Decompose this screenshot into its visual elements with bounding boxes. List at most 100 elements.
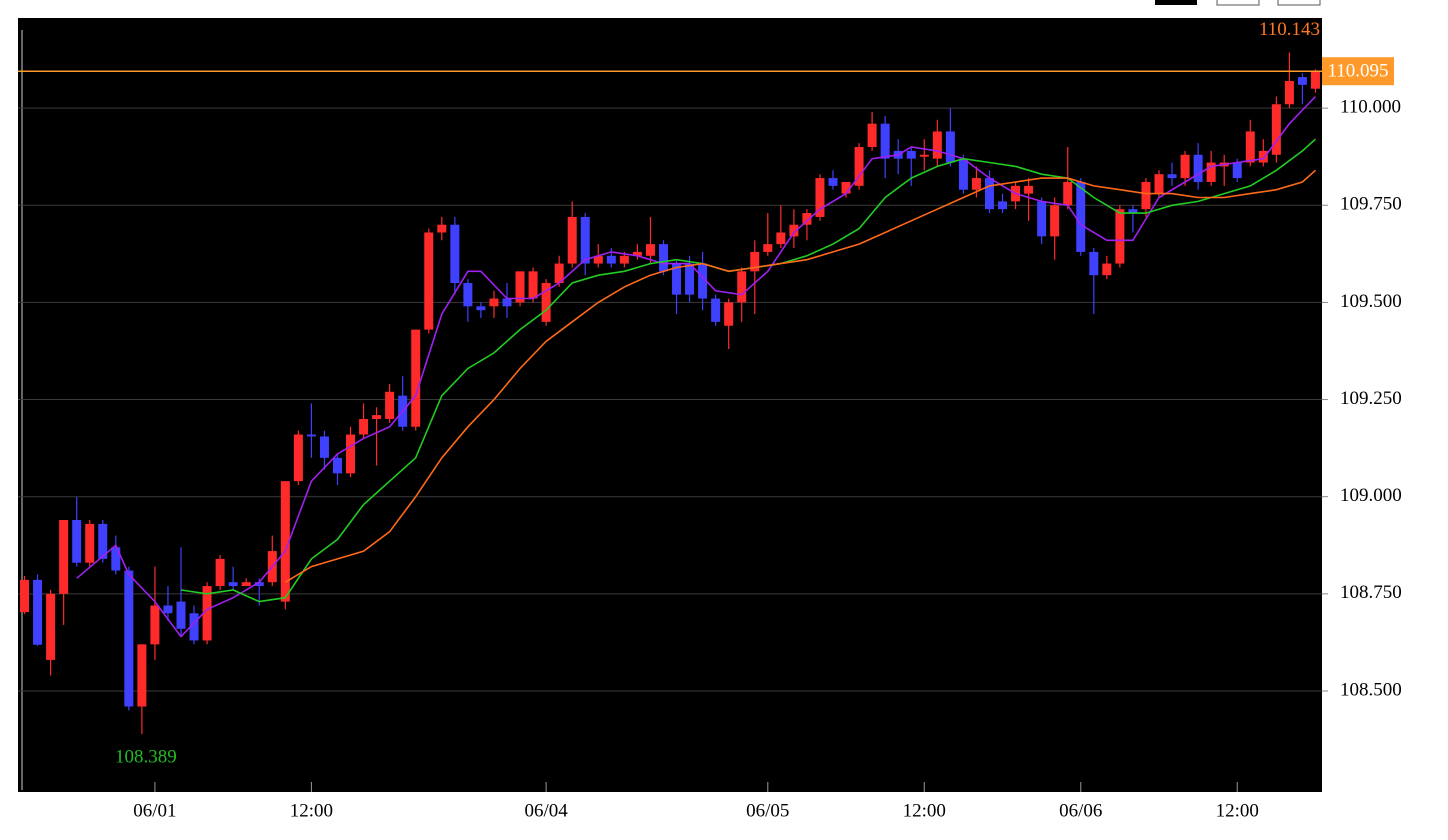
- candle-body: [971, 178, 981, 190]
- candle-body: [815, 178, 825, 217]
- candle-body: [958, 158, 968, 190]
- candle-body: [411, 329, 421, 427]
- candle-body: [1310, 71, 1320, 89]
- candle-body: [1167, 174, 1177, 179]
- candle-body: [372, 415, 382, 419]
- candle-body: [437, 224, 447, 233]
- candle-body: [59, 520, 69, 594]
- candle-body: [1037, 201, 1047, 237]
- candle-body: [776, 232, 786, 245]
- candle-body: [672, 263, 682, 295]
- toolbar-button[interactable]: [1216, 0, 1260, 6]
- candle-body: [98, 523, 108, 559]
- candle-body: [424, 232, 434, 330]
- x-tick-label: 12:00: [903, 800, 946, 821]
- candle-body: [1141, 181, 1151, 210]
- last-price-label: 110.095: [1327, 61, 1388, 82]
- x-tick-label: 06/05: [746, 800, 789, 821]
- candle-body: [359, 418, 369, 435]
- candle-body: [698, 263, 708, 299]
- candle-body: [111, 547, 121, 571]
- x-tick-label: 06/06: [1059, 800, 1102, 821]
- candle-body: [124, 570, 134, 707]
- candle-body: [1206, 162, 1216, 182]
- candle-body: [854, 147, 864, 186]
- candle-body: [1297, 77, 1307, 85]
- candle-body: [1284, 80, 1294, 105]
- candle-body: [1024, 185, 1034, 194]
- candle-body: [306, 434, 316, 437]
- candle-body: [528, 271, 538, 299]
- candle-body: [1050, 205, 1060, 237]
- candle-body: [46, 593, 56, 660]
- candle-body: [1089, 251, 1099, 276]
- candle-body: [711, 298, 721, 322]
- candle-body: [85, 523, 95, 563]
- candle-body: [241, 582, 251, 587]
- y-tick-label: 110.000: [1340, 97, 1401, 118]
- candle-body: [1258, 150, 1268, 163]
- candle-body: [567, 216, 577, 264]
- candle-body: [1128, 209, 1138, 214]
- candle-body: [1115, 209, 1125, 264]
- candle-body: [1154, 174, 1164, 194]
- candle-body: [489, 298, 499, 307]
- candle-body: [293, 434, 303, 482]
- candle-body: [515, 271, 525, 303]
- y-tick-label: 109.500: [1340, 291, 1402, 312]
- candle-body: [945, 131, 955, 163]
- candle-body: [802, 213, 812, 225]
- candle-body: [254, 582, 264, 587]
- candle-body: [906, 150, 916, 159]
- candle-body: [645, 244, 655, 256]
- y-tick-label: 109.250: [1340, 388, 1402, 409]
- candle-body: [189, 613, 199, 641]
- candle-body: [215, 558, 225, 587]
- last-price-box: [1322, 57, 1394, 86]
- candle-body: [228, 582, 238, 587]
- candle-body: [20, 579, 30, 613]
- candle-body: [1245, 131, 1255, 163]
- plot-area: [18, 18, 1322, 792]
- y-tick-label: 109.000: [1340, 485, 1402, 506]
- candle-body: [580, 216, 590, 264]
- candle-body: [998, 201, 1008, 210]
- candle-body: [1232, 162, 1242, 179]
- candle-body: [463, 282, 473, 307]
- candle-body: [476, 306, 486, 311]
- candle-body: [867, 123, 877, 147]
- candle-body: [1102, 263, 1112, 276]
- candle-body: [880, 123, 890, 159]
- candle-body: [932, 131, 942, 159]
- x-tick-label: 06/04: [524, 800, 568, 821]
- candle-body: [176, 601, 186, 629]
- candle-body: [919, 154, 929, 157]
- x-tick-label: 12:00: [290, 800, 333, 821]
- candle-body: [737, 271, 747, 303]
- candle-body: [763, 244, 773, 252]
- y-tick-label: 108.500: [1340, 679, 1402, 700]
- candle-body: [593, 255, 603, 264]
- candle-body: [332, 457, 342, 474]
- candle-body: [554, 263, 564, 283]
- candle-body: [137, 644, 147, 707]
- x-tick-label: 12:00: [1216, 800, 1259, 821]
- candle-body: [750, 251, 760, 272]
- y-tick-label: 109.750: [1340, 194, 1402, 215]
- candle-body: [841, 181, 851, 194]
- low-label: 108.389: [115, 746, 177, 767]
- candle-body: [1271, 104, 1281, 155]
- candle-body: [789, 224, 799, 237]
- candle-body: [163, 605, 173, 614]
- candle-body: [33, 579, 43, 645]
- candle-body: [72, 520, 82, 563]
- candle-body: [319, 436, 329, 458]
- toolbar-button[interactable]: [1277, 0, 1321, 6]
- candle-body: [1180, 154, 1190, 179]
- candle-body: [202, 586, 212, 641]
- toolbar-button[interactable]: [1155, 0, 1197, 5]
- candle-body: [724, 302, 734, 326]
- candle-body: [280, 481, 290, 602]
- candle-body: [685, 263, 695, 295]
